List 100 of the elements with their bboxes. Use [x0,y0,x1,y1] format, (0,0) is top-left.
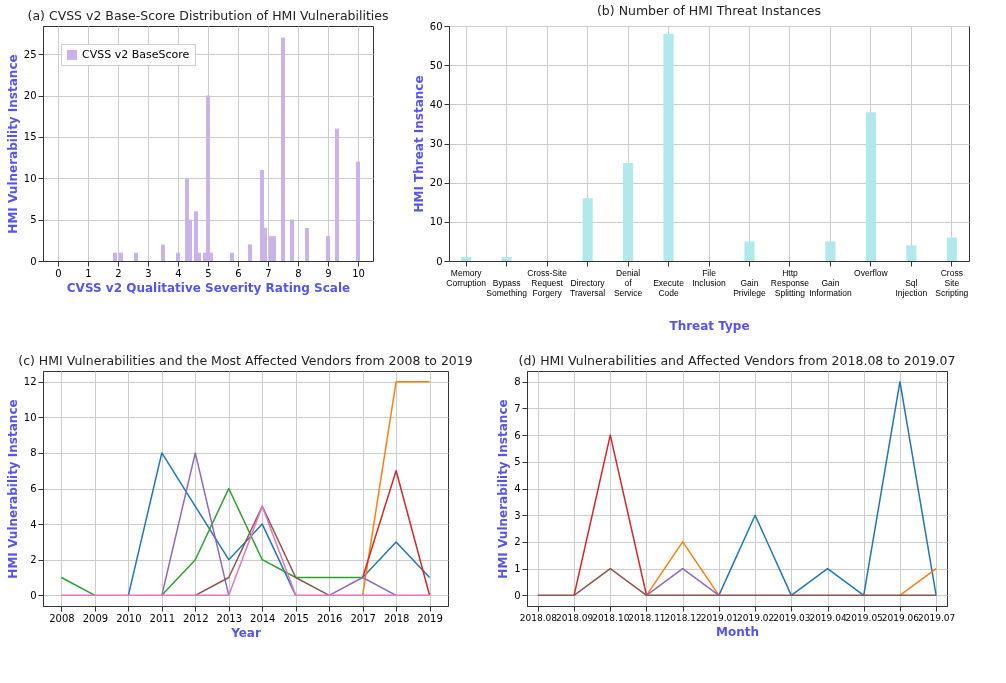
x-tick-label: 2010 [116,612,142,624]
x-tick-label: 6 [235,267,242,279]
x-tick-label: 3 [145,267,152,279]
y-tick-label: 10 [23,172,37,184]
x-tick-label: 2018.11 [628,612,666,623]
x-tick-label: Execute Code [653,277,685,298]
x-tick-label: 2013 [216,612,242,624]
bar [356,161,360,261]
chart-title: (a) CVSS v2 Base-Score Distribution of HMI Vulnerabilities [27,7,389,23]
bar [194,211,198,261]
bar [290,219,294,261]
chart-title: (d) HMI Vulnerabilities and Affected Vendors from 2018.08 to 2019.07 [518,352,956,368]
chart-title: (b) Number of HMI Threat Instances [596,2,822,18]
y-axis-title: HMI Vulnerability Instance [496,399,511,579]
x-tick-label: 2019.02 [736,612,775,623]
x-tick-label: 2008 [49,612,75,624]
line-series [718,380,937,597]
x-axis-title: Year [230,625,261,640]
y-tick-label: 2 [514,536,521,548]
y-tick-label: 10 [429,216,443,228]
x-tick-label: 2018.08 [519,612,558,623]
y-tick-label: 10 [23,411,37,423]
y-tick-label: 15 [23,131,37,143]
x-tick-label: 5 [205,267,212,279]
y-tick-label: 20 [23,90,37,102]
x-tick-label: 2019.05 [845,612,883,623]
x-axis-title: CVSS v2 Qualitative Severity Rating Scale [66,280,351,295]
bar [326,236,330,261]
x-tick-label: Cross-Site Request Forgery [527,267,568,298]
bar [744,241,755,261]
x-tick-label: 2012 [183,612,209,624]
x-tick-label: 2014 [250,612,276,624]
bar [281,37,285,261]
x-tick-label: Cross Site Scripting [935,267,969,298]
chart-title: (c) HMI Vulnerabilities and the Most Affected Vendors from 2008 to 2019 [18,352,473,368]
bar [906,245,917,261]
x-tick-label: Http Response Splitting [770,267,810,298]
bar [260,169,264,261]
x-tick-label: Directory Traversal [570,277,606,298]
y-tick-label: 5 [514,456,521,468]
x-tick-label: 4 [175,267,182,279]
x-tick-label: 2016 [316,612,343,624]
x-tick-label: 2011 [149,612,176,624]
y-tick-label: 2 [30,554,37,566]
bar [582,198,593,261]
x-tick-label: Overflow [854,267,889,278]
bar [461,257,472,261]
x-tick-label: 2019 [417,612,443,624]
x-axis-title: Threat Type [669,319,750,333]
bar [176,252,180,261]
x-tick-label: 1 [85,267,92,279]
x-tick-label: Bypass Something [486,277,528,298]
x-tick-label: Gain Privilege [733,277,767,298]
x-axis-title: Month [715,624,760,639]
bar [865,112,876,261]
y-tick-label: 6 [30,483,37,494]
x-tick-label: 0 [55,267,62,279]
x-tick-label: 2019.07 [918,612,956,623]
bar [161,244,165,261]
bar [501,257,512,261]
y-tick-label: 0 [30,255,37,267]
x-tick-label: 2019.04 [809,612,847,623]
y-tick-label: 5 [30,214,37,226]
bar [119,252,123,261]
y-tick-label: 40 [429,98,443,110]
bar [230,252,234,261]
y-tick-label: 4 [30,518,37,530]
bar [134,252,138,261]
y-tick-label: 0 [436,255,443,267]
bar [206,95,210,261]
bar [825,241,836,261]
x-tick-label: Denial of Service [613,267,643,298]
x-tick-label: Gain Information [809,277,852,298]
x-tick-label: Sql Injection [895,277,928,298]
x-tick-label: 2017 [350,612,376,624]
y-tick-label: 8 [30,447,37,459]
y-tick-label: 0 [514,589,521,601]
y-tick-label: 1 [514,563,521,575]
bar [305,227,309,261]
x-tick-label: File Inclusion [692,267,727,288]
y-tick-label: 12 [23,376,37,388]
y-tick-label: 6 [514,429,521,441]
x-tick-label: 2019.06 [881,612,920,623]
x-tick-label: 2015 [283,612,309,624]
bar [248,244,252,261]
y-tick-label: 60 [429,20,443,32]
y-tick-label: 3 [514,509,521,521]
y-tick-label: 50 [429,59,443,71]
y-tick-label: 8 [514,376,521,388]
x-tick-label: Memory Corruption [446,267,487,288]
x-tick-label: 9 [325,267,332,279]
legend-label: CVSS v2 BaseScore [82,48,190,61]
bar [663,33,674,261]
bar [335,128,339,261]
x-tick-label: 7 [265,267,272,279]
y-tick-label: 30 [429,138,443,149]
y-tick-label: 7 [514,402,521,414]
x-tick-label: 2018.10 [592,612,630,623]
x-tick-label: 2018 [383,612,410,624]
x-tick-label: 2 [115,267,122,279]
